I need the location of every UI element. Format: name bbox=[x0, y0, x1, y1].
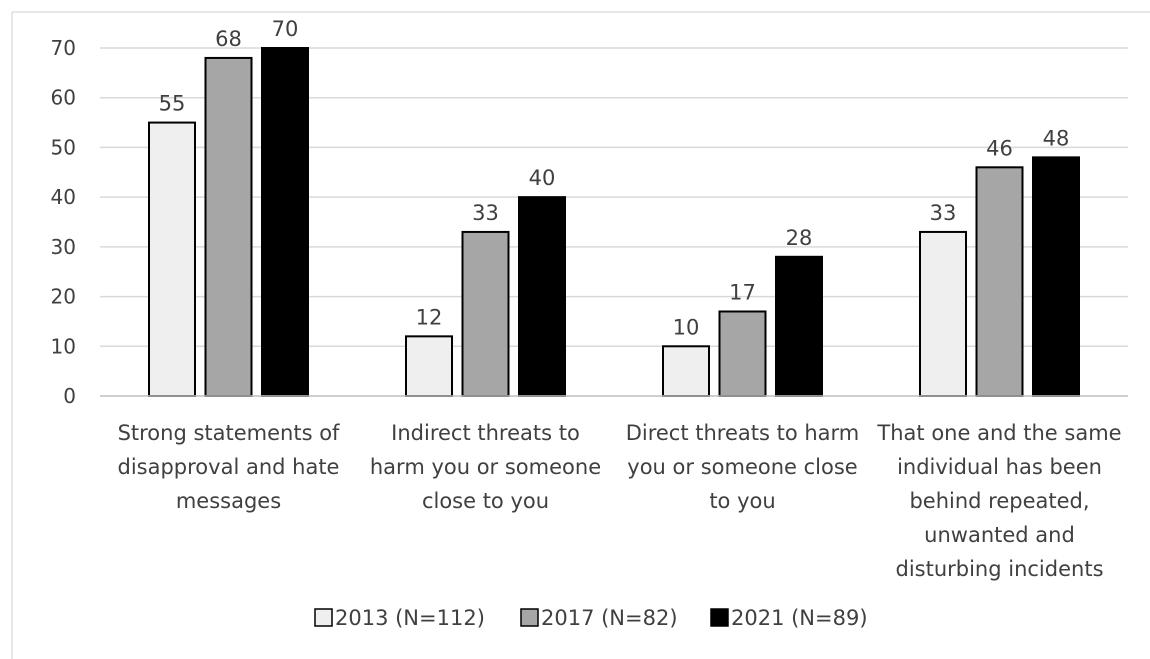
data-label-1-3: 10 bbox=[673, 315, 700, 339]
data-label-2-3: 17 bbox=[729, 280, 756, 304]
bar-3-2 bbox=[518, 196, 566, 397]
y-tick-label-20: 20 bbox=[51, 285, 76, 309]
bar-3-1 bbox=[261, 47, 309, 397]
bar-1-2 bbox=[405, 335, 453, 398]
legend-swatch-1 bbox=[314, 608, 333, 627]
y-tick-label-0: 0 bbox=[63, 384, 76, 408]
bar-3-3 bbox=[775, 255, 823, 397]
category-label-2: Indirect threats to harm you or someone cl… bbox=[370, 421, 601, 513]
data-label-1-2: 12 bbox=[416, 305, 443, 329]
data-label-2-4: 46 bbox=[986, 136, 1013, 160]
bar-2-2 bbox=[461, 230, 510, 397]
y-tick-label-50: 50 bbox=[51, 135, 76, 159]
bar-3-4 bbox=[1032, 156, 1080, 397]
data-label-2-1: 68 bbox=[215, 27, 242, 51]
data-label-3-2: 40 bbox=[529, 166, 556, 190]
category-label-4: That one and the same individual has been… bbox=[876, 421, 1121, 581]
legend-label-1: 2013 (N=112) bbox=[335, 606, 485, 630]
bar-2-3 bbox=[718, 310, 767, 397]
bar-1-1 bbox=[148, 121, 196, 397]
data-label-3-3: 28 bbox=[786, 226, 813, 250]
data-label-3-1: 70 bbox=[272, 17, 299, 41]
data-label-1-4: 33 bbox=[930, 201, 957, 225]
bar-1-4 bbox=[919, 230, 967, 397]
category-label-3: Direct threats to harm you or someone clo… bbox=[626, 421, 860, 513]
legend-label-3: 2021 (N=89) bbox=[731, 606, 868, 630]
data-label-3-4: 48 bbox=[1043, 126, 1070, 150]
category-label-1: Strong statements of disapproval and hate… bbox=[118, 421, 341, 513]
legend-swatch-3 bbox=[710, 608, 729, 627]
y-tick-label-40: 40 bbox=[51, 185, 76, 209]
y-tick-label-10: 10 bbox=[51, 334, 76, 358]
legend-swatch-2 bbox=[520, 608, 539, 627]
bar-1-3 bbox=[662, 345, 710, 397]
data-label-1-1: 55 bbox=[159, 92, 186, 116]
y-tick-label-30: 30 bbox=[51, 235, 76, 259]
y-tick-label-70: 70 bbox=[51, 36, 76, 60]
bar-2-4 bbox=[975, 166, 1024, 397]
data-label-2-2: 33 bbox=[472, 201, 499, 225]
bar-2-1 bbox=[204, 56, 253, 397]
legend-label-2: 2017 (N=82) bbox=[541, 606, 678, 630]
y-tick-label-60: 60 bbox=[51, 86, 76, 110]
